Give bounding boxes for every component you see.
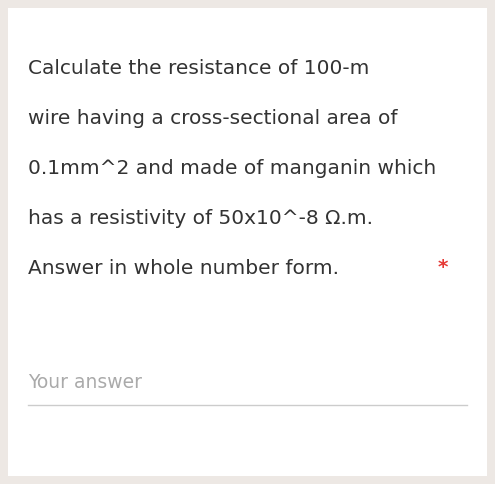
Text: 0.1mm^2 and made of manganin which: 0.1mm^2 and made of manganin which	[28, 158, 436, 178]
Text: Calculate the resistance of 100-m: Calculate the resistance of 100-m	[28, 59, 369, 77]
Text: wire having a cross-sectional area of: wire having a cross-sectional area of	[28, 108, 397, 127]
FancyBboxPatch shape	[8, 8, 487, 476]
Text: has a resistivity of 50x10^-8 Ω.m.: has a resistivity of 50x10^-8 Ω.m.	[28, 209, 373, 227]
Text: Your answer: Your answer	[28, 373, 142, 392]
Text: *: *	[438, 258, 448, 277]
Text: Answer in whole number form.: Answer in whole number form.	[28, 258, 346, 277]
